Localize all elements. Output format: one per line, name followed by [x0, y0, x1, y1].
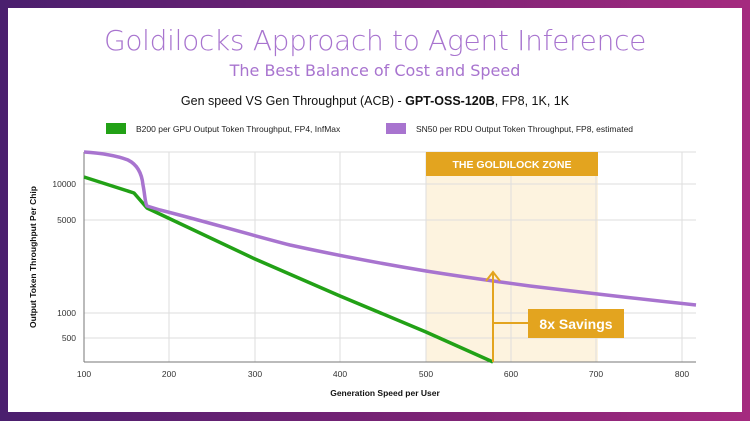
x-tick-600: 600: [504, 369, 518, 379]
chart-title-suffix: , FP8, 1K, 1K: [494, 94, 570, 108]
series-line-b200: [83, 175, 494, 364]
x-tick-400: 400: [333, 369, 347, 379]
x-tick-200: 200: [162, 369, 176, 379]
x-tick-700: 700: [589, 369, 603, 379]
y-tick-10000: 10000: [52, 179, 76, 189]
chart-title: Gen speed VS Gen Throughput (ACB) - GPT-…: [0, 94, 750, 108]
goldilock-zone-header: [426, 152, 598, 176]
slide-panel: [8, 8, 742, 412]
y-axis-label: Output Token Throughput Per Chip: [28, 186, 38, 328]
legend-label-b200: B200 per GPU Output Token Throughput, FP…: [136, 123, 341, 134]
y-tick-500: 500: [62, 333, 76, 343]
legend-swatch-green: [106, 123, 126, 134]
legend-swatch-purple: [386, 123, 406, 134]
x-tick-500: 500: [419, 369, 433, 379]
legend-item-sn50: SN50 per RDU Output Token Throughput, FP…: [386, 123, 633, 134]
y-tick-1000: 1000: [57, 308, 76, 318]
savings-arrow-head-icon: [485, 270, 501, 282]
legend-item-b200: B200 per GPU Output Token Throughput, FP…: [106, 123, 340, 134]
legend-label-sn50: SN50 per RDU Output Token Throughput, FP…: [416, 123, 634, 134]
x-axis-label: Generation Speed per User: [330, 388, 440, 398]
x-tick-300: 300: [248, 369, 262, 379]
chart-title-prefix: Gen speed VS Gen Throughput (ACB) -: [180, 94, 406, 108]
savings-label: 8x Savings: [539, 316, 612, 332]
chart-title-model: GPT-OSS-120B: [405, 94, 495, 108]
series-line-sn50: [83, 150, 697, 307]
goldilock-zone-label: THE GOLDILOCK ZONE: [453, 159, 572, 171]
slide-subtitle: The Best Balance of Cost and Speed: [229, 61, 521, 80]
slide-title: Goldilocks Approach to Agent Inference: [103, 24, 647, 57]
x-tick-100: 100: [77, 369, 91, 379]
x-tick-800: 800: [675, 369, 689, 379]
y-tick-5000: 5000: [57, 215, 76, 225]
savings-box: [528, 309, 624, 338]
